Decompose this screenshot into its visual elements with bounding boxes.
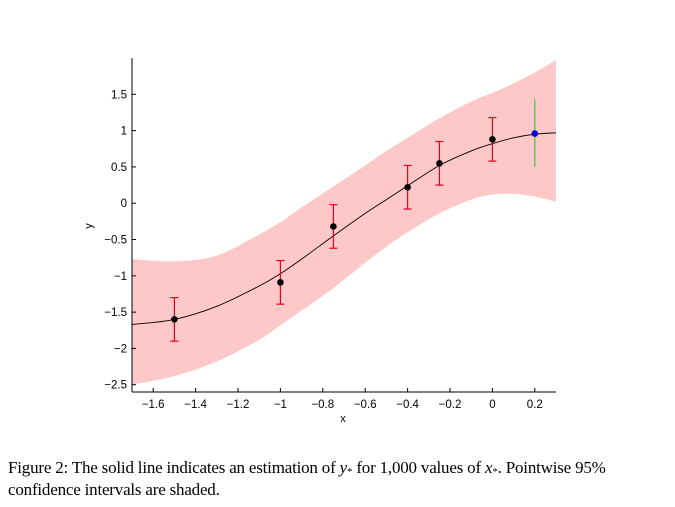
y-tick-label: 1 [121,126,127,138]
caption-sub-y: * [346,466,353,478]
data-point [277,279,284,286]
y-tick-label: −1 [114,271,127,283]
y-axis-label: y [83,223,95,229]
caption-sub-x: * [492,466,498,478]
x-tick-label: −1.6 [142,399,165,411]
x-tick-label: −1 [274,399,287,411]
caption-suffix: . Pointwise 95% confidence intervals are… [8,458,606,499]
y-tick-label: 1.5 [111,89,127,101]
x-tick-label: 0.2 [527,399,543,411]
data-point [171,316,178,323]
x-tick-label: −1.2 [227,399,250,411]
x-tick-label: −1.4 [184,399,207,411]
x-axis-label: x [340,413,346,425]
y-tick-label: −2.5 [104,380,127,392]
chart: −1.6 −1.4 −1.2 −1 −0.8 −0.6 −0.4 −0.2 0 0.2 1.5 1 0.… [83,58,557,425]
data-point [436,159,443,167]
caption-var-y: y [339,458,348,477]
y-tick-label: 0 [121,198,127,210]
x-tick-label: −0.4 [396,399,419,411]
figure-caption: Figure 2: The solid line indicates an es… [8,459,668,499]
caption-var-x: x [484,458,493,477]
x-tick-label: −0.2 [439,399,462,411]
test-point [531,130,539,137]
x-tick-label: −0.8 [311,399,334,411]
caption-prefix: Figure 2: The solid line indicates an es… [8,458,340,477]
y-tick-label: 0.5 [111,162,127,174]
data-point [404,183,411,191]
y-tick-label: −1.5 [104,307,127,319]
y-tick-label: −0.5 [104,235,127,247]
data-point [330,223,337,230]
x-tick-label: 0 [489,399,495,411]
estimate-curve [131,132,557,325]
data-point [489,136,496,143]
y-tick-label: −2 [114,343,127,355]
x-tick-label: −0.6 [354,399,377,411]
caption-middle: for 1,000 values of [352,458,485,477]
confidence-band [132,60,556,385]
plot-area: −1.6 −1.4 −1.2 −1 −0.8 −0.6 −0.4 −0.2 0 0.2 1.5 1 0.… [104,58,557,411]
